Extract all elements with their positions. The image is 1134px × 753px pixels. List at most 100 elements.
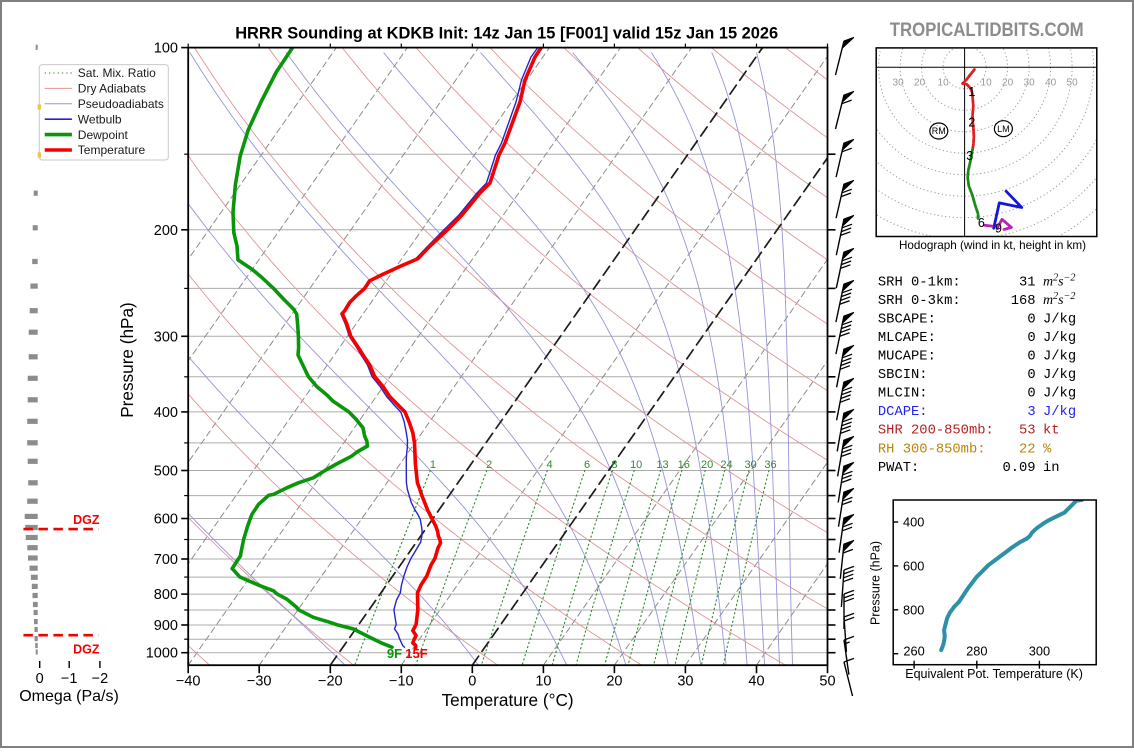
svg-text:30: 30 bbox=[744, 459, 756, 471]
svg-text:1: 1 bbox=[430, 459, 436, 471]
svg-text:Dry Adiabats: Dry Adiabats bbox=[78, 82, 146, 96]
svg-text:280: 280 bbox=[966, 644, 987, 659]
svg-text:HRRR Sounding at KDKB Init: 14: HRRR Sounding at KDKB Init: 14z Jan 15 [… bbox=[235, 24, 778, 43]
svg-text:400: 400 bbox=[903, 515, 924, 530]
svg-text:DCAPE:: DCAPE: bbox=[878, 405, 928, 420]
svg-text:30: 30 bbox=[677, 674, 693, 690]
svg-text:SHR 200-850mb:: SHR 200-850mb: bbox=[878, 423, 994, 439]
svg-text:0: 0 bbox=[1027, 387, 1035, 402]
svg-text:−10: −10 bbox=[389, 674, 414, 690]
svg-text:10: 10 bbox=[535, 674, 551, 690]
svg-text:0: 0 bbox=[1027, 368, 1035, 383]
svg-text:RH 300-850mb:: RH 300-850mb: bbox=[878, 441, 986, 457]
svg-text:SBCIN:: SBCIN: bbox=[878, 368, 928, 383]
svg-text:40: 40 bbox=[1045, 78, 1057, 89]
svg-text:40: 40 bbox=[748, 674, 764, 690]
svg-text:Temperature: Temperature bbox=[78, 143, 146, 157]
svg-text:31: 31 bbox=[1019, 276, 1036, 291]
svg-text:15F: 15F bbox=[405, 646, 427, 661]
svg-text:20: 20 bbox=[701, 459, 713, 471]
svg-text:LM: LM bbox=[997, 124, 1010, 134]
svg-text:600: 600 bbox=[154, 512, 178, 528]
svg-text:36: 36 bbox=[764, 459, 776, 471]
svg-text:100: 100 bbox=[154, 41, 178, 57]
svg-text:0.09: 0.09 bbox=[1002, 461, 1035, 476]
svg-text:0: 0 bbox=[36, 671, 44, 687]
svg-text:J/kg: J/kg bbox=[1043, 404, 1076, 420]
svg-text:Wetbulb: Wetbulb bbox=[78, 112, 122, 126]
svg-text:0: 0 bbox=[1027, 313, 1035, 328]
svg-text:200: 200 bbox=[154, 223, 178, 239]
svg-text:J/kg: J/kg bbox=[1043, 349, 1076, 365]
svg-text:kt: kt bbox=[1043, 423, 1060, 439]
svg-text:10: 10 bbox=[630, 459, 642, 471]
svg-text:800: 800 bbox=[154, 587, 178, 603]
svg-text:6: 6 bbox=[584, 459, 590, 471]
svg-text:MLCIN:: MLCIN: bbox=[878, 387, 928, 402]
svg-text:3: 3 bbox=[1027, 405, 1035, 420]
svg-text:Pressure (hPa): Pressure (hPa) bbox=[868, 541, 882, 625]
svg-text:300: 300 bbox=[154, 329, 178, 345]
svg-text:−1: −1 bbox=[61, 671, 78, 687]
svg-text:10: 10 bbox=[981, 78, 993, 89]
svg-text:20: 20 bbox=[606, 674, 622, 690]
svg-text:TROPICALTIDBITS.COM: TROPICALTIDBITS.COM bbox=[890, 20, 1084, 41]
svg-text:6: 6 bbox=[978, 216, 985, 230]
svg-text:10: 10 bbox=[938, 78, 950, 89]
svg-text:SRH 0-1km:: SRH 0-1km: bbox=[878, 275, 961, 291]
svg-text:SRH 0-3km:: SRH 0-3km: bbox=[878, 293, 961, 309]
svg-text:J/kg: J/kg bbox=[1043, 367, 1076, 383]
svg-text:−20: −20 bbox=[318, 674, 343, 690]
svg-text:500: 500 bbox=[154, 464, 178, 480]
svg-text:22: 22 bbox=[1019, 442, 1036, 457]
svg-text:J/kg: J/kg bbox=[1043, 386, 1076, 402]
svg-text:Temperature (°C): Temperature (°C) bbox=[442, 690, 574, 710]
svg-text:0: 0 bbox=[1027, 331, 1035, 346]
svg-text:168: 168 bbox=[1011, 294, 1036, 309]
svg-text:−40: −40 bbox=[176, 674, 201, 690]
svg-text:260: 260 bbox=[903, 644, 924, 659]
svg-text:700: 700 bbox=[154, 552, 178, 568]
svg-text:Equivalent Pot. Temperature (K: Equivalent Pot. Temperature (K) bbox=[905, 667, 1083, 681]
svg-text:J/kg: J/kg bbox=[1043, 330, 1076, 346]
svg-text:8: 8 bbox=[611, 459, 617, 471]
svg-text:4: 4 bbox=[547, 459, 553, 471]
svg-text:400: 400 bbox=[154, 405, 178, 421]
svg-text:900: 900 bbox=[154, 618, 178, 634]
svg-text:300: 300 bbox=[1029, 644, 1050, 659]
svg-text:30: 30 bbox=[1024, 78, 1036, 89]
svg-text:800: 800 bbox=[903, 602, 924, 617]
svg-text:50: 50 bbox=[819, 674, 835, 690]
svg-text:0: 0 bbox=[468, 674, 476, 690]
svg-text:J/kg: J/kg bbox=[1043, 312, 1076, 328]
svg-text:Sat. Mix. Ratio: Sat. Mix. Ratio bbox=[78, 66, 156, 80]
svg-text:Pressure (hPa): Pressure (hPa) bbox=[117, 302, 137, 418]
svg-text:16: 16 bbox=[678, 459, 690, 471]
svg-text:9: 9 bbox=[995, 221, 1002, 235]
svg-text:−30: −30 bbox=[247, 674, 272, 690]
svg-text:DGZ: DGZ bbox=[73, 642, 100, 656]
svg-text:Dewpoint: Dewpoint bbox=[78, 128, 129, 142]
svg-text:1: 1 bbox=[968, 85, 975, 99]
svg-text:20: 20 bbox=[914, 78, 926, 89]
svg-text:MUCAPE:: MUCAPE: bbox=[878, 350, 936, 365]
svg-text:30: 30 bbox=[893, 78, 905, 89]
svg-text:SBCAPE:: SBCAPE: bbox=[878, 313, 936, 328]
svg-text:20: 20 bbox=[1002, 78, 1014, 89]
svg-text:Omega (Pa/s): Omega (Pa/s) bbox=[19, 688, 119, 705]
svg-text:2: 2 bbox=[968, 115, 975, 129]
svg-text:MLCAPE:: MLCAPE: bbox=[878, 331, 936, 346]
svg-text:Hodograph (wind in kt, height: Hodograph (wind in kt, height in km) bbox=[899, 239, 1086, 252]
svg-text:%: % bbox=[1043, 442, 1052, 457]
svg-text:9F: 9F bbox=[387, 646, 402, 661]
svg-text:3: 3 bbox=[966, 149, 973, 163]
svg-text:53: 53 bbox=[1019, 424, 1036, 439]
svg-text:−2: −2 bbox=[92, 671, 109, 687]
svg-text:RM: RM bbox=[932, 126, 946, 136]
svg-text:50: 50 bbox=[1067, 78, 1079, 89]
svg-text:0: 0 bbox=[1027, 350, 1035, 365]
svg-text:1000: 1000 bbox=[146, 646, 178, 662]
svg-text:24: 24 bbox=[720, 459, 732, 471]
svg-text:13: 13 bbox=[656, 459, 668, 471]
svg-text:Pseudoadiabats: Pseudoadiabats bbox=[78, 97, 164, 111]
